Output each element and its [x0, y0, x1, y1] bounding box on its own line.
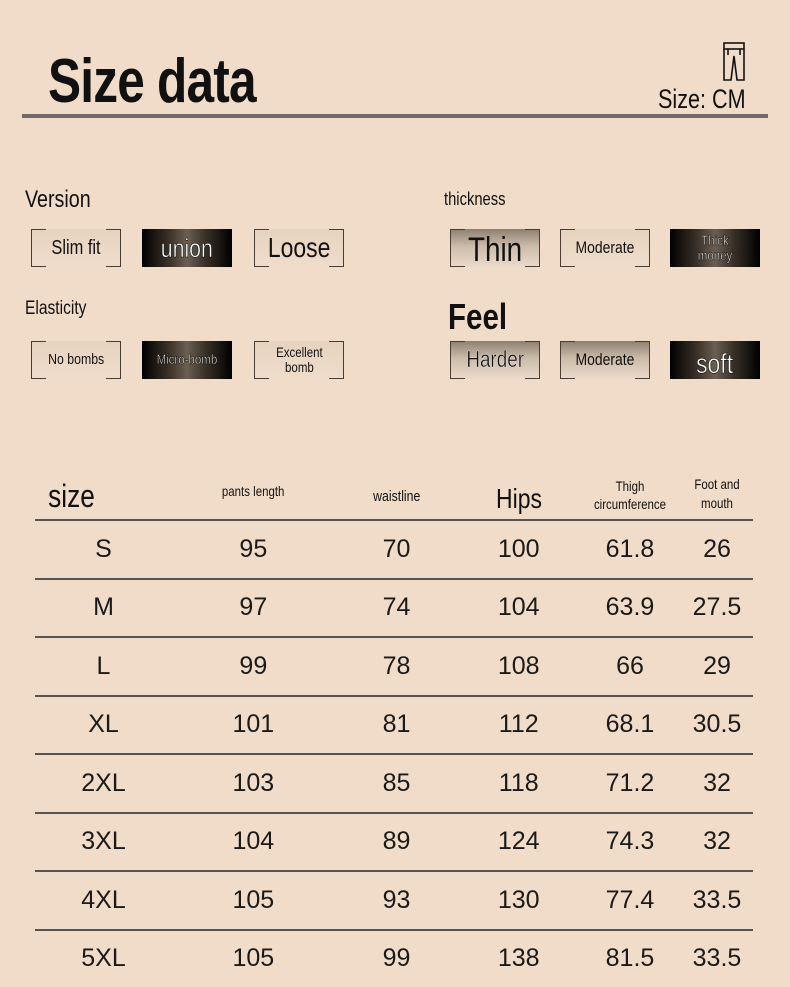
- cell-pants-length: 105: [172, 871, 335, 930]
- size-unit: Size: CM: [658, 84, 746, 115]
- cell-foot-mouth: 32: [681, 754, 753, 813]
- version-label: Version: [25, 186, 91, 214]
- cell-waistline: 85: [335, 754, 459, 813]
- header-divider: [22, 114, 768, 118]
- cell-thigh: 61.8: [579, 520, 681, 579]
- cell-foot-mouth: 29: [681, 637, 753, 696]
- header-hips: Hips: [458, 450, 579, 520]
- version-option-slim-fit: Slim fit: [31, 229, 121, 267]
- cell-pants-length: 101: [172, 696, 335, 755]
- cell-hips: 112: [458, 696, 579, 755]
- cell-size: 2XL: [35, 754, 172, 813]
- cell-foot-mouth: 33.5: [681, 871, 753, 930]
- cell-waistline: 89: [335, 813, 459, 872]
- cell-size: XL: [35, 696, 172, 755]
- cell-waistline: 93: [335, 871, 459, 930]
- elasticity-option-micro-bomb: Micro-bomb: [142, 341, 232, 379]
- cell-thigh: 68.1: [579, 696, 681, 755]
- cell-pants-length: 95: [172, 520, 335, 579]
- feel-label: Feel: [448, 296, 507, 338]
- cell-pants-length: 105: [172, 930, 335, 987]
- cell-pants-length: 97: [172, 579, 335, 638]
- thickness-option-thick-money: Thick money: [670, 229, 760, 267]
- cell-waistline: 78: [335, 637, 459, 696]
- cell-hips: 118: [458, 754, 579, 813]
- cell-size: L: [35, 637, 172, 696]
- cell-size: 3XL: [35, 813, 172, 872]
- cell-hips: 100: [458, 520, 579, 579]
- cell-thigh: 66: [579, 637, 681, 696]
- cell-thigh: 81.5: [579, 930, 681, 987]
- cell-foot-mouth: 32: [681, 813, 753, 872]
- thickness-option-moderate: Moderate: [560, 229, 650, 267]
- cell-thigh: 77.4: [579, 871, 681, 930]
- header-thigh-circumference: Thigh circumference: [579, 450, 681, 520]
- cell-hips: 130: [458, 871, 579, 930]
- cell-thigh: 63.9: [579, 579, 681, 638]
- cell-hips: 138: [458, 930, 579, 987]
- cell-waistline: 70: [335, 520, 459, 579]
- cell-size: S: [35, 520, 172, 579]
- cell-waistline: 81: [335, 696, 459, 755]
- cell-waistline: 99: [335, 930, 459, 987]
- feel-option-moderate: Moderate: [560, 341, 650, 379]
- header-size: size: [35, 450, 172, 520]
- header-pants-length: pants length: [172, 450, 335, 520]
- cell-pants-length: 99: [172, 637, 335, 696]
- thickness-label: thickness: [444, 189, 506, 210]
- cell-pants-length: 103: [172, 754, 335, 813]
- feel-option-harder: Harder: [450, 341, 540, 379]
- cell-hips: 104: [458, 579, 579, 638]
- cell-size: 5XL: [35, 930, 172, 987]
- cell-thigh: 74.3: [579, 813, 681, 872]
- elasticity-label: Elasticity: [25, 298, 86, 320]
- thickness-option-thin: Thin: [450, 229, 540, 267]
- elasticity-option-no-bombs: No bombs: [31, 341, 121, 379]
- page-title: Size data: [48, 46, 256, 117]
- cell-foot-mouth: 33.5: [681, 930, 753, 987]
- cell-hips: 108: [458, 637, 579, 696]
- cell-hips: 124: [458, 813, 579, 872]
- size-table: size pants length waistline Hips Thigh c…: [35, 450, 753, 987]
- version-option-loose: Loose: [254, 229, 344, 267]
- header-waistline: waistline: [335, 450, 459, 520]
- pants-icon: [722, 42, 746, 82]
- cell-pants-length: 104: [172, 813, 335, 872]
- version-option-union: union: [142, 229, 232, 267]
- cell-foot-mouth: 30.5: [681, 696, 753, 755]
- cell-foot-mouth: 27.5: [681, 579, 753, 638]
- elasticity-option-excellent-bomb: Excellent bomb: [254, 341, 344, 379]
- cell-waistline: 74: [335, 579, 459, 638]
- cell-size: M: [35, 579, 172, 638]
- feel-option-soft: soft: [670, 341, 760, 379]
- cell-thigh: 71.2: [579, 754, 681, 813]
- header-foot-and-mouth: Foot and mouth: [681, 450, 753, 520]
- cell-size: 4XL: [35, 871, 172, 930]
- cell-foot-mouth: 26: [681, 520, 753, 579]
